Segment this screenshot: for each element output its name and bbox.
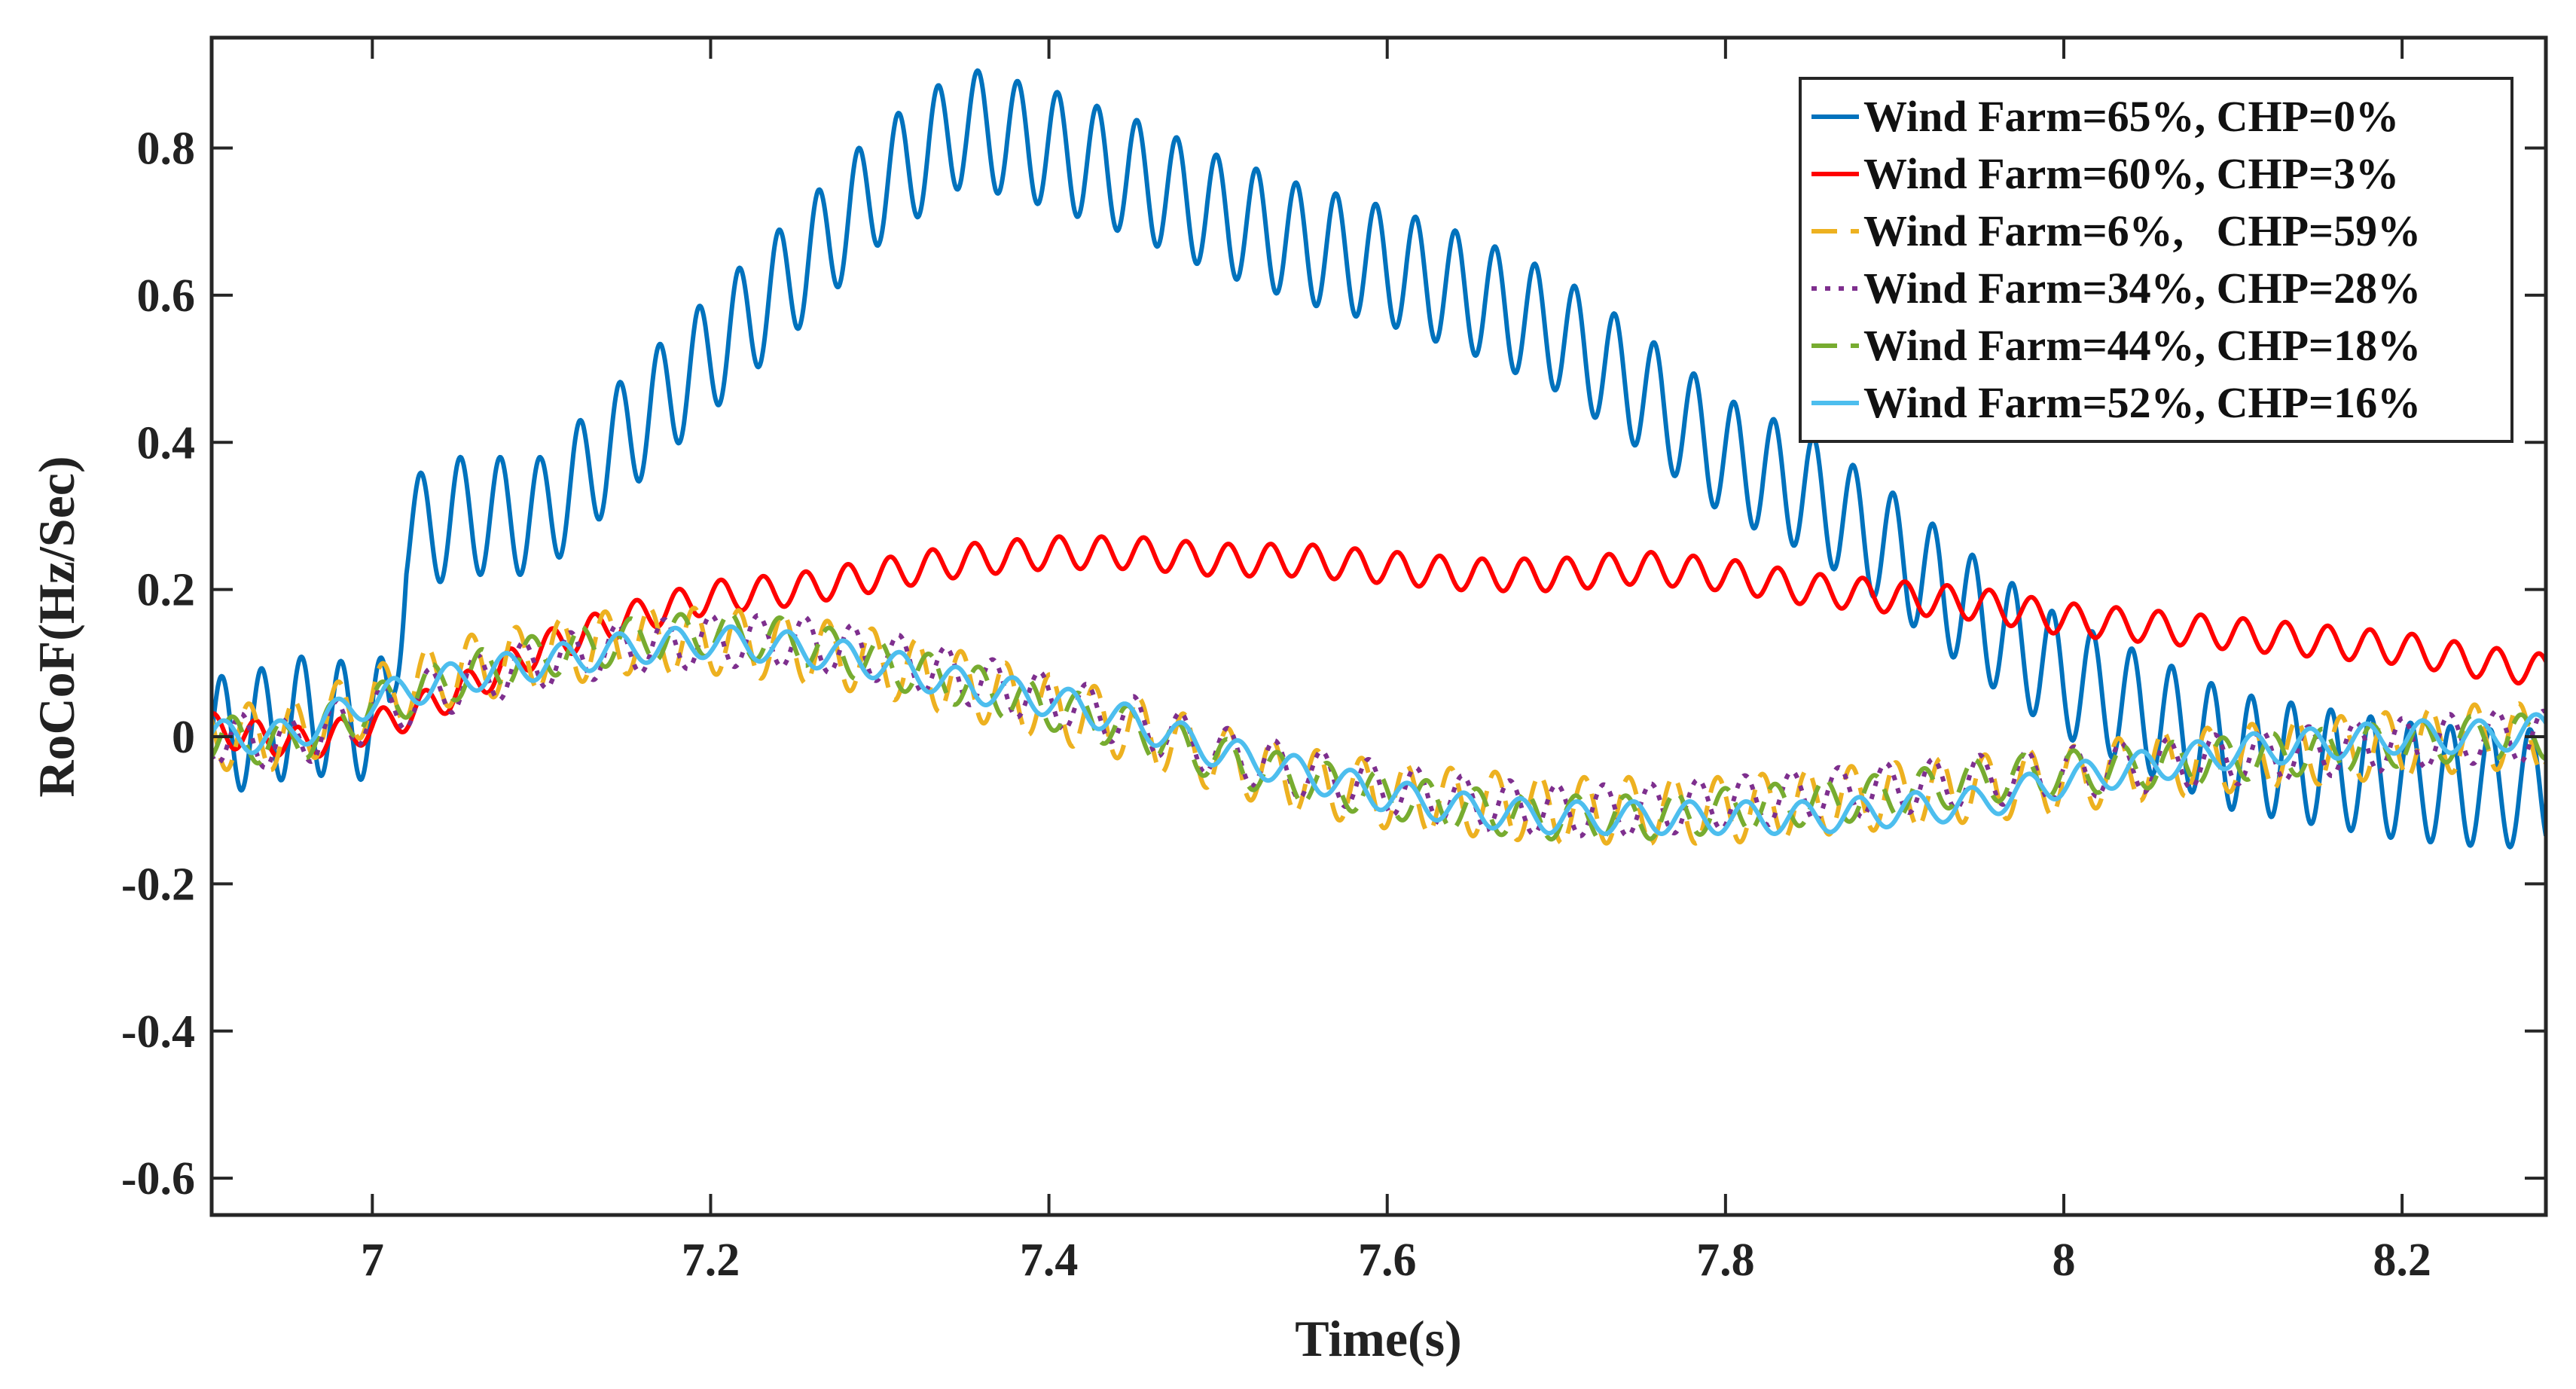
legend-label: Wind Farm=65%, CHP=0% xyxy=(1863,92,2399,141)
x-ticks: 7 7.2 7.4 7.6 7.8 8 8.2 xyxy=(361,38,2431,1286)
legend-label: Wind Farm=34%, CHP=28% xyxy=(1863,264,2421,313)
y-tick-label: 0.2 xyxy=(137,565,196,616)
legend-label: Wind Farm=6%, CHP=59% xyxy=(1863,206,2421,255)
y-tick-label: 0.8 xyxy=(137,124,196,175)
x-axis-label: Time(s) xyxy=(1295,1310,1462,1367)
y-ticks: -0.6 -0.4 -0.2 0 0.2 0.4 0.6 0.8 xyxy=(121,124,2546,1204)
series-line-6 xyxy=(212,624,2546,836)
y-tick-label: 0.6 xyxy=(137,270,196,322)
series-group xyxy=(212,68,2546,850)
x-tick-label: 7.4 xyxy=(1020,1235,1079,1286)
x-tick-label: 8.2 xyxy=(2373,1235,2431,1286)
x-tick-label: 8 xyxy=(2052,1235,2075,1286)
legend-box xyxy=(1799,77,2513,443)
x-tick-label: 7.2 xyxy=(682,1235,740,1286)
y-tick-label: 0 xyxy=(172,712,195,763)
series-line-1 xyxy=(212,68,2546,850)
y-tick-label: -0.4 xyxy=(121,1006,195,1058)
x-tick-label: 7.8 xyxy=(1696,1235,1755,1286)
legend-label: Wind Farm=52%, CHP=16% xyxy=(1863,378,2421,427)
y-tick-label: 0.4 xyxy=(137,417,196,469)
x-tick-label: 7 xyxy=(361,1235,384,1286)
legend-label: Wind Farm=44%, CHP=18% xyxy=(1863,321,2421,370)
legend: Wind Farm=65%, CHP=0% Wind Farm=60%, CHP=… xyxy=(1799,77,2513,443)
series-line-3 xyxy=(212,606,2546,846)
series-line-4 xyxy=(212,612,2546,838)
y-tick-label: -0.6 xyxy=(121,1153,195,1204)
y-axis-label: RoCoF(Hz/Sec) xyxy=(28,456,85,797)
y-tick-label: -0.2 xyxy=(121,859,195,910)
x-tick-label: 7.6 xyxy=(1358,1235,1417,1286)
axes-box xyxy=(209,35,2548,1217)
legend-label: Wind Farm=60%, CHP=3% xyxy=(1863,149,2399,198)
